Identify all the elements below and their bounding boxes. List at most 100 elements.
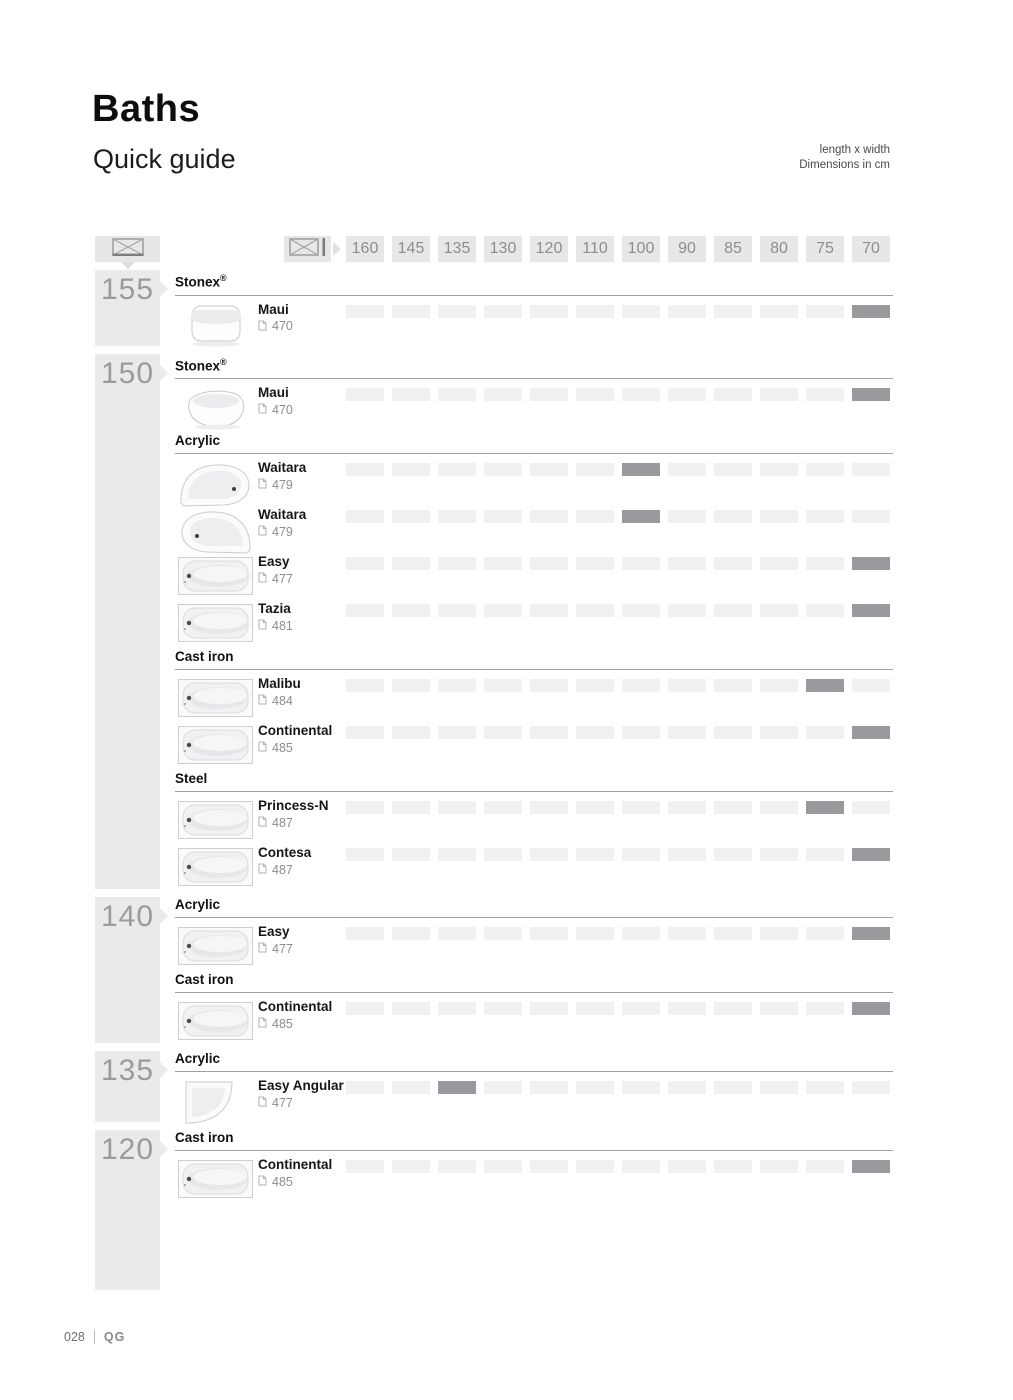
- available-width-75: [806, 679, 844, 692]
- width-column-135: 135: [438, 236, 476, 262]
- width-cell-145: [392, 557, 430, 570]
- width-cell-75: [806, 1002, 844, 1015]
- right-arrow-icon: [160, 281, 168, 297]
- product-name: Tazia: [258, 601, 291, 616]
- right-arrow-icon: [160, 908, 168, 924]
- width-cell-75: [806, 604, 844, 617]
- length-value: 140: [101, 900, 155, 933]
- width-cell-75: [806, 304, 844, 318]
- product-name: Maui: [258, 301, 289, 317]
- width-cell-80: [760, 801, 798, 814]
- material-heading: Stonex®: [175, 354, 893, 379]
- product-row-continental: Continental 485: [175, 724, 893, 767]
- width-column-75: 75: [806, 236, 844, 262]
- length-label-135: 135: [95, 1051, 168, 1122]
- page-number: 028: [64, 1330, 85, 1344]
- dimensions-note-line2: Dimensions in cm: [799, 159, 890, 171]
- width-cell-135: [438, 1160, 476, 1173]
- width-cell-90: [668, 1081, 706, 1094]
- width-cell-90: [668, 726, 706, 739]
- page-icon: [258, 320, 267, 333]
- width-cell-145: [392, 801, 430, 814]
- width-cell-100: [622, 1160, 660, 1173]
- length-group-150: 150 Stonex® Maui 470 Acrylic Waitara 479 Waitar…: [0, 353, 1013, 889]
- width-cell-110: [576, 1002, 614, 1015]
- material-section: Acrylic Easy 477: [175, 897, 1013, 968]
- width-cell-80: [760, 927, 798, 940]
- width-cell-120: [530, 1160, 568, 1173]
- page-number-ref: 479: [272, 477, 293, 492]
- material-section: Stonex® Maui 470: [175, 270, 1013, 346]
- width-availability-bars: [346, 801, 890, 814]
- material-heading: Acrylic: [175, 1051, 893, 1072]
- width-cell-110: [576, 463, 614, 476]
- width-availability-bars: [346, 726, 890, 739]
- material-section: Cast iron Continental 485: [175, 972, 1013, 1043]
- bath-top-view-icon: [111, 237, 144, 261]
- width-cell-110: [576, 1160, 614, 1173]
- page-icon: [258, 942, 267, 955]
- page-number-ref: 487: [272, 862, 293, 877]
- width-column-145: 145: [392, 236, 430, 262]
- product-photo-rect-bath: [178, 925, 254, 968]
- width-cell-90: [668, 679, 706, 692]
- page-icon: [258, 863, 267, 876]
- width-cell-85: [714, 388, 752, 401]
- product-row-continental: Continental 485: [175, 1158, 893, 1201]
- length-value: 120: [101, 1133, 155, 1166]
- page-reference: 484: [258, 694, 293, 707]
- width-cell-90: [668, 1160, 706, 1173]
- width-cell-145: [392, 679, 430, 692]
- page-icon: [258, 525, 267, 538]
- page-number-ref: 485: [272, 1174, 293, 1189]
- available-width-100: [622, 510, 660, 523]
- product-photo-rect-bath: [178, 1158, 254, 1201]
- width-cell-100: [622, 557, 660, 570]
- width-cell-135: [438, 510, 476, 523]
- width-availability-bars: [346, 463, 890, 476]
- width-cell-75: [806, 1081, 844, 1094]
- width-cell-120: [530, 388, 568, 401]
- material-section: Acrylic Waitara 479 Waitara 479 Easy 477 Tazia 4…: [175, 433, 1013, 645]
- length-group-120: 120 Cast iron Continental 485: [0, 1130, 1013, 1290]
- width-cell-130: [484, 726, 522, 739]
- width-cell-130: [484, 801, 522, 814]
- width-cell-160: [346, 604, 384, 617]
- width-column-130: 130: [484, 236, 522, 262]
- width-cell-145: [392, 726, 430, 739]
- product-photo-rect-bath: [178, 799, 254, 842]
- width-cell-85: [714, 1081, 752, 1094]
- length-group-155: 155 Stonex® Maui 470: [0, 270, 1013, 346]
- width-cell-120: [530, 1081, 568, 1094]
- section-code: QG: [103, 1330, 126, 1344]
- product-row-easy: Easy 477: [175, 925, 893, 968]
- width-cell-85: [714, 927, 752, 940]
- width-cell-160: [346, 927, 384, 940]
- page-number-ref: 484: [272, 693, 293, 708]
- length-value: 150: [101, 356, 155, 390]
- product-name: Continental: [258, 1157, 333, 1172]
- width-cell-135: [438, 679, 476, 692]
- matrix-body: 155 Stonex® Maui 470 150 Stonex® Maui 470 Acryli…: [0, 270, 1013, 1298]
- product-row-tazia: Tazia 481: [175, 602, 893, 645]
- width-column-160: 160: [346, 236, 384, 262]
- width-cell-110: [576, 679, 614, 692]
- material-heading: Steel: [175, 771, 893, 792]
- width-cell-75: [806, 463, 844, 476]
- material-heading: Acrylic: [175, 897, 893, 918]
- width-cell-110: [576, 1081, 614, 1094]
- page-icon: [258, 1175, 267, 1188]
- width-cell-80: [760, 848, 798, 861]
- product-photo-rect-bath: [178, 555, 254, 598]
- width-cell-160: [346, 557, 384, 570]
- available-width-70: [852, 1160, 890, 1173]
- width-availability-bars: [346, 604, 890, 617]
- page-reference: 485: [258, 1017, 293, 1030]
- product-name: Continental: [258, 723, 333, 738]
- page-title: Baths: [92, 88, 201, 130]
- down-arrow-icon: [120, 262, 135, 269]
- length-label-150: 150: [95, 353, 168, 889]
- width-availability-bars: [346, 1160, 890, 1173]
- page-reference: 481: [258, 619, 293, 632]
